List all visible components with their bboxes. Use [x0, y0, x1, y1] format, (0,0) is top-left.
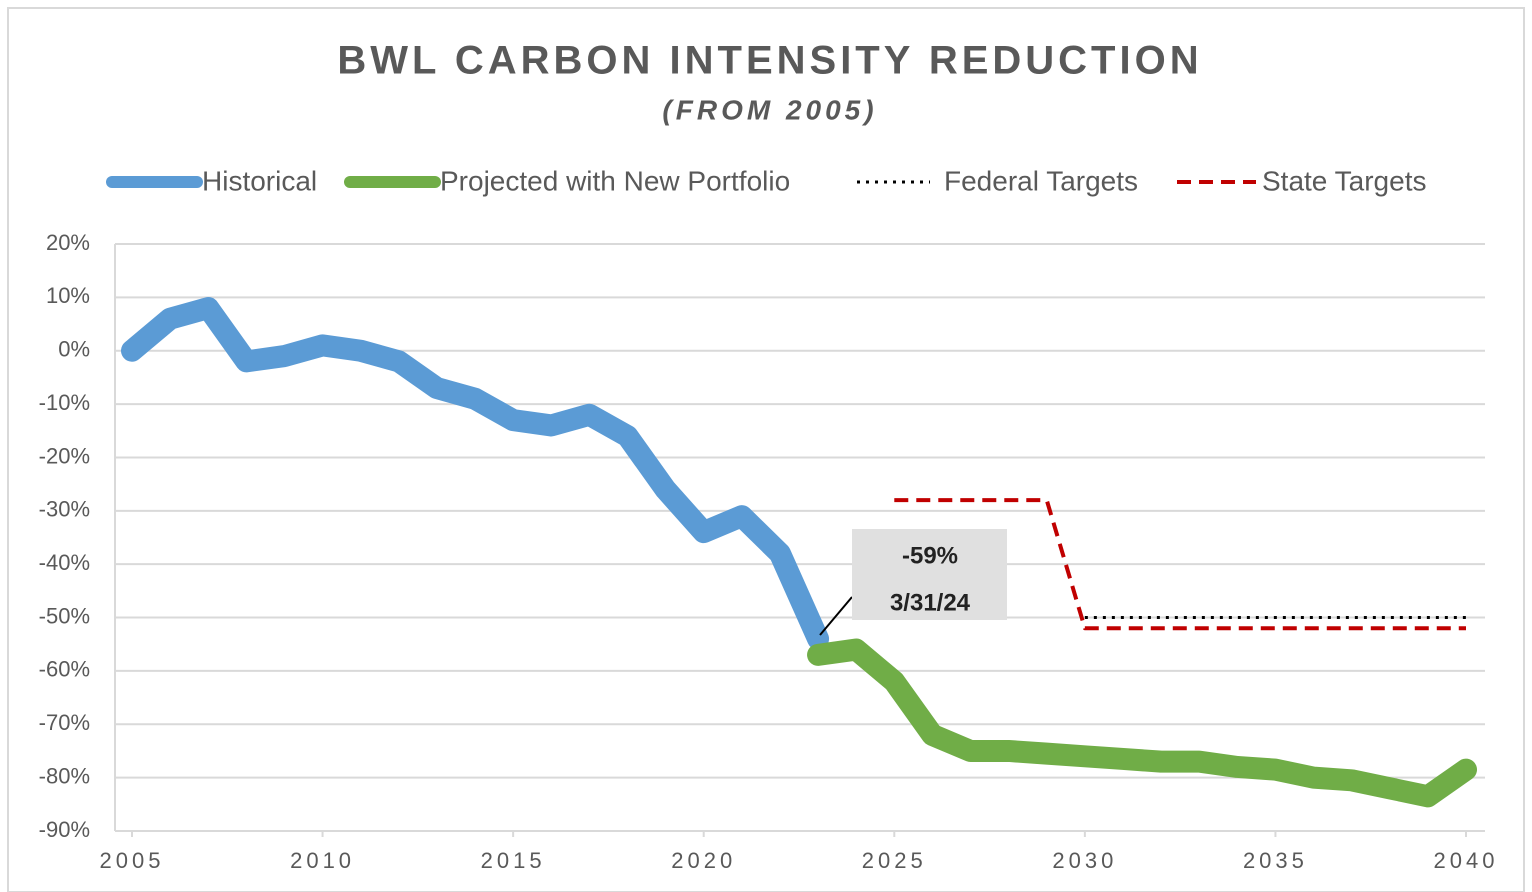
chart-title: BWL CARBON INTENSITY REDUCTION — [337, 39, 1202, 83]
series-line — [807, 638, 1477, 808]
plot-area: 20% 10% 0% -10% -20% -30% -40% -50% -60% -70% -80%… — [39, 165, 1499, 873]
x-tick-label: 2025 — [862, 848, 927, 873]
x-tick-label: 2005 — [100, 848, 165, 873]
y-tick-label: -40% — [39, 550, 90, 575]
annotation-text: -59% — [902, 542, 958, 569]
y-tick-label: -20% — [39, 443, 90, 468]
series-line — [121, 297, 830, 650]
y-tick-label: 0% — [58, 337, 90, 362]
y-tick-label: -80% — [39, 763, 90, 788]
legend-label: Historical — [202, 165, 317, 196]
x-tick-label: 2020 — [671, 848, 736, 873]
y-tick-label: 20% — [46, 230, 90, 255]
y-tick-label: -10% — [39, 390, 90, 415]
y-tick-label: -60% — [39, 657, 90, 682]
chart-subtitle: (FROM 2005) — [662, 94, 877, 125]
x-tick-label: 2010 — [290, 848, 355, 873]
x-tick-label: 2015 — [481, 848, 546, 873]
legend-label: Projected with New Portfolio — [440, 165, 790, 196]
y-tick-label: -30% — [39, 497, 90, 522]
x-tick-label: 2035 — [1243, 848, 1308, 873]
leader-line — [819, 596, 853, 636]
x-tick-label: 2040 — [1434, 848, 1499, 873]
y-tick-label: -50% — [39, 603, 90, 628]
annotation-text: 3/31/24 — [890, 589, 971, 616]
chart-frame — [7, 7, 1525, 892]
legend-label: Federal Targets — [944, 165, 1138, 196]
y-tick-label: -90% — [39, 817, 90, 842]
legend-label: State Targets — [1262, 165, 1426, 196]
annotation-box — [852, 529, 1007, 620]
y-tick-label: 10% — [46, 283, 90, 308]
annotation: -59% 3/31/24 — [819, 529, 1007, 636]
y-tick-label: -70% — [39, 710, 90, 735]
series-line — [894, 498, 1466, 631]
x-tick-label: 2030 — [1052, 848, 1117, 873]
